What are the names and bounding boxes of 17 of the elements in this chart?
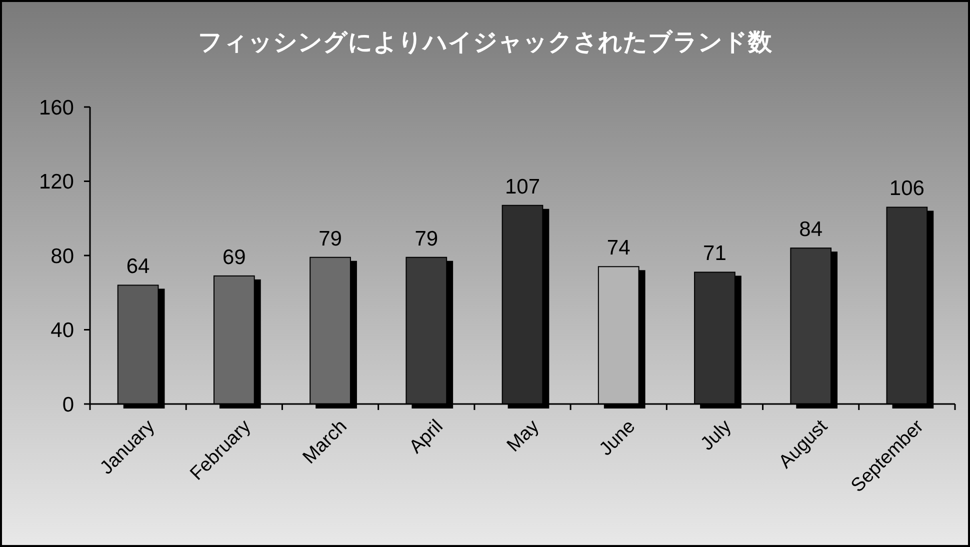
data-label: 69 bbox=[222, 246, 246, 269]
y-tick-label: 120 bbox=[38, 170, 74, 194]
data-label: 74 bbox=[606, 236, 631, 260]
data-label: 107 bbox=[504, 175, 540, 198]
data-label: 64 bbox=[126, 255, 150, 278]
y-tick-label: 80 bbox=[50, 244, 74, 268]
y-tick-label: 40 bbox=[50, 319, 74, 342]
data-label: 106 bbox=[889, 177, 924, 200]
data-label: 71 bbox=[703, 242, 726, 266]
x-tick-label: July bbox=[696, 416, 736, 455]
y-tick-label: 0 bbox=[62, 393, 74, 416]
data-label: 79 bbox=[318, 227, 342, 250]
chart-title: フィッシングによりハイジャックされたブランド数 bbox=[198, 29, 773, 56]
data-label: 79 bbox=[414, 227, 438, 250]
y-tick-label: 160 bbox=[38, 96, 74, 120]
data-label: 84 bbox=[799, 218, 823, 242]
x-tick-label: May bbox=[503, 416, 544, 456]
